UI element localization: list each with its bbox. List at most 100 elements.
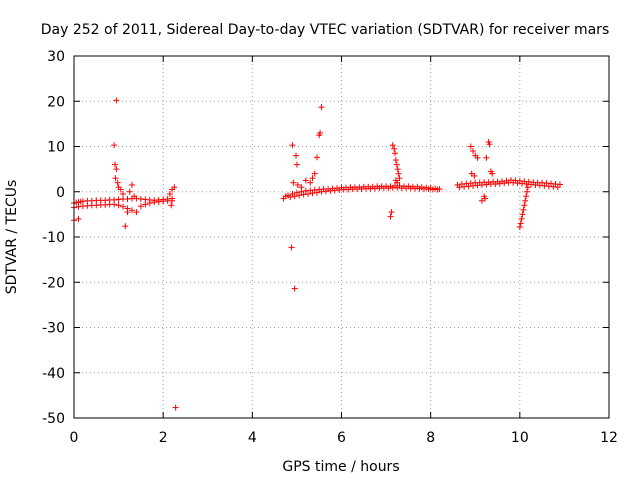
x-tick-label: 8 bbox=[426, 430, 435, 446]
data-point bbox=[294, 181, 301, 188]
data-point bbox=[313, 189, 320, 196]
data-point bbox=[470, 148, 477, 155]
data-point bbox=[524, 184, 531, 191]
data-point bbox=[518, 215, 525, 222]
y-tick-label: -10 bbox=[42, 230, 65, 246]
y-tick-label: -30 bbox=[42, 321, 65, 337]
data-point bbox=[169, 197, 176, 204]
data-point bbox=[298, 184, 305, 191]
data-point bbox=[521, 202, 528, 209]
data-point bbox=[290, 179, 297, 186]
data-point bbox=[128, 181, 135, 188]
data-point bbox=[523, 188, 530, 195]
data-point bbox=[309, 175, 316, 182]
data-point bbox=[288, 244, 295, 251]
data-point bbox=[523, 193, 530, 200]
data-point bbox=[133, 209, 140, 216]
data-point bbox=[478, 197, 485, 204]
data-point bbox=[113, 97, 120, 104]
data-point bbox=[287, 194, 294, 201]
data-point bbox=[146, 200, 153, 207]
data-point bbox=[124, 209, 131, 216]
y-axis-label: SDTVAR / TECUs bbox=[4, 180, 20, 295]
y-tick-label: -40 bbox=[42, 366, 65, 382]
data-point bbox=[520, 206, 527, 213]
y-tick-label: 0 bbox=[56, 185, 65, 201]
y-tick-label: -50 bbox=[42, 411, 65, 427]
data-point bbox=[122, 223, 129, 230]
data-point bbox=[166, 191, 173, 198]
x-tick-label: 6 bbox=[337, 430, 346, 446]
data-point bbox=[395, 170, 402, 177]
data-point bbox=[318, 104, 325, 111]
grid-lines bbox=[74, 56, 609, 418]
data-point bbox=[474, 154, 481, 161]
data-point bbox=[128, 207, 135, 214]
data-point bbox=[391, 145, 398, 152]
data-point bbox=[313, 154, 320, 161]
data-point bbox=[305, 191, 312, 198]
data-point bbox=[392, 157, 399, 164]
data-point bbox=[75, 215, 82, 222]
data-point bbox=[126, 188, 133, 195]
x-tick-label: 0 bbox=[70, 430, 79, 446]
data-point bbox=[388, 209, 395, 216]
data-point bbox=[120, 203, 127, 210]
data-point bbox=[111, 142, 118, 149]
x-tick-label: 12 bbox=[600, 430, 618, 446]
data-point bbox=[137, 203, 144, 210]
data-point bbox=[112, 175, 119, 182]
data-point bbox=[115, 202, 122, 209]
data-point bbox=[293, 161, 300, 168]
data-point bbox=[517, 220, 524, 227]
data-point bbox=[483, 154, 490, 161]
data-point bbox=[519, 211, 526, 218]
chart-title: Day 252 of 2011, Sidereal Day-to-day VTE… bbox=[41, 22, 609, 38]
y-tick-label: 20 bbox=[47, 94, 65, 110]
data-point bbox=[554, 184, 561, 191]
data-point bbox=[114, 179, 121, 186]
y-tick-labels: 30 20 10 0 -10 -20 -30 -40 -50 bbox=[42, 49, 65, 427]
data-point bbox=[396, 175, 403, 182]
data-point bbox=[389, 142, 396, 149]
data-point bbox=[293, 152, 300, 159]
data-point bbox=[171, 184, 178, 191]
data-point bbox=[111, 201, 118, 208]
data-point bbox=[112, 161, 119, 168]
x-tick-label: 4 bbox=[248, 430, 257, 446]
data-point bbox=[467, 143, 474, 150]
y-tick-label: 10 bbox=[47, 140, 65, 156]
plot-frame bbox=[73, 55, 610, 419]
data-point bbox=[394, 166, 401, 173]
data-points bbox=[71, 97, 563, 411]
data-point bbox=[392, 150, 398, 157]
data-point bbox=[486, 141, 493, 148]
data-point bbox=[291, 285, 298, 292]
x-tick-labels: 0 2 4 6 8 10 12 bbox=[70, 430, 618, 446]
data-point bbox=[302, 177, 309, 184]
data-point bbox=[117, 186, 124, 193]
data-point bbox=[282, 193, 289, 200]
x-tick-label: 2 bbox=[159, 430, 168, 446]
data-point bbox=[393, 161, 400, 168]
data-point bbox=[311, 170, 318, 177]
data-point bbox=[120, 191, 127, 198]
data-point bbox=[516, 224, 523, 231]
data-point bbox=[172, 404, 179, 411]
data-point bbox=[317, 129, 324, 136]
data-point bbox=[482, 195, 489, 202]
data-point bbox=[522, 197, 529, 204]
data-point bbox=[291, 193, 298, 200]
data-point bbox=[131, 193, 138, 200]
data-point bbox=[307, 179, 314, 186]
data-point bbox=[113, 166, 120, 173]
x-tick-label: 10 bbox=[511, 430, 529, 446]
data-point bbox=[434, 186, 441, 193]
y-tick-label: -20 bbox=[42, 275, 65, 291]
data-point bbox=[142, 201, 149, 208]
data-point bbox=[489, 170, 496, 177]
data-point bbox=[394, 179, 401, 186]
data-point bbox=[168, 202, 175, 209]
x-axis-label: GPS time / hours bbox=[282, 459, 399, 475]
